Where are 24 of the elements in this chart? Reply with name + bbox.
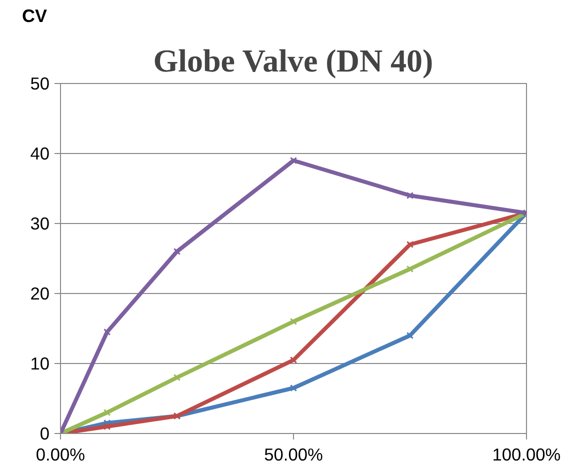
- point: [406, 265, 414, 273]
- point: [173, 248, 181, 256]
- point: [104, 422, 111, 430]
- point: [104, 328, 111, 336]
- point: [173, 374, 181, 382]
- y-tick-label: 20: [30, 284, 50, 304]
- x-tick-label: 0.00%: [36, 444, 86, 464]
- x-tick-label: 50.00%: [264, 444, 323, 464]
- point: [406, 192, 414, 200]
- point: [406, 240, 414, 248]
- y-tick-label: 40: [30, 144, 50, 164]
- x-tick-label: 100.00%: [492, 444, 561, 464]
- y-axis-title: CV: [22, 5, 48, 28]
- point: [290, 156, 298, 164]
- y-tick-label: 0: [40, 424, 50, 444]
- point: [290, 384, 298, 392]
- y-tick-label: 10: [30, 354, 50, 374]
- chart-title: Globe Valve (DN 40): [153, 42, 434, 78]
- point: [290, 356, 298, 364]
- point: [290, 318, 298, 326]
- point: [104, 408, 111, 416]
- y-tick-label: 30: [30, 214, 50, 234]
- y-tick-label: 50: [30, 74, 50, 94]
- point: [406, 332, 414, 340]
